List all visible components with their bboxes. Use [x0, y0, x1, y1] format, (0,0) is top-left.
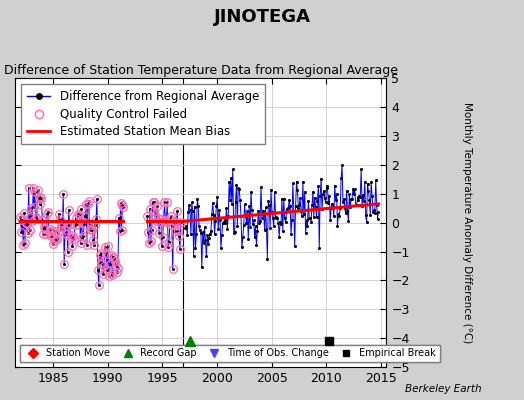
Y-axis label: Monthly Temperature Anomaly Difference (°C): Monthly Temperature Anomaly Difference (…: [462, 102, 472, 343]
Legend: Station Move, Record Gap, Time of Obs. Change, Empirical Break: Station Move, Record Gap, Time of Obs. C…: [20, 344, 440, 362]
Text: JINOTEGA: JINOTEGA: [213, 8, 311, 26]
Title: Difference of Station Temperature Data from Regional Average: Difference of Station Temperature Data f…: [4, 64, 398, 77]
Text: Berkeley Earth: Berkeley Earth: [406, 384, 482, 394]
